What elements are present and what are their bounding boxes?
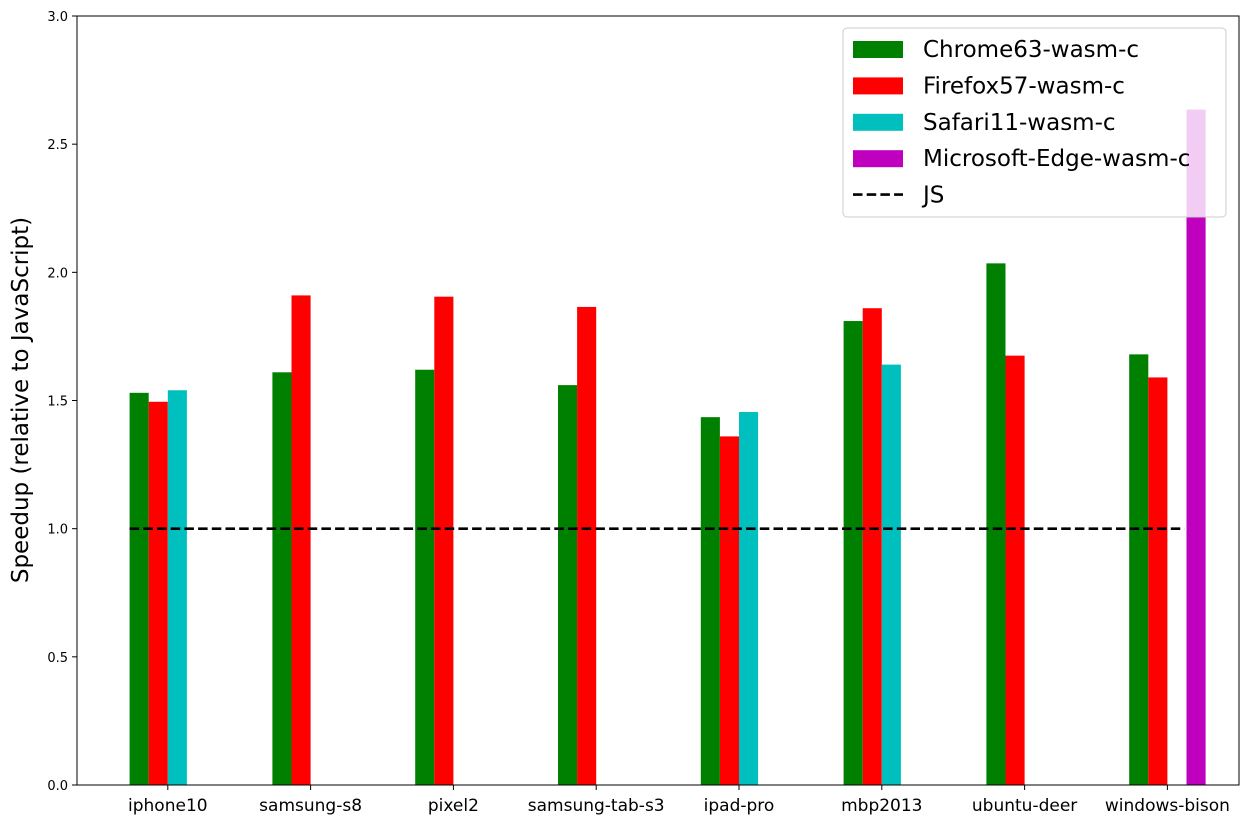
x-tick-label-samsung-tab-s3: samsung-tab-s3: [528, 796, 665, 816]
bar-firefox57-wasm-c-pixel2: [434, 296, 454, 785]
x-tick-label-mbp2013: mbp2013: [841, 796, 922, 816]
x-tick-label-ubuntu-deer: ubuntu-deer: [972, 796, 1077, 816]
bar-safari11-wasm-c-iphone10: [167, 390, 187, 785]
bar-firefox57-wasm-c-iphone10: [148, 401, 168, 785]
y-ticks-layer: 0.0 0.5 1.0 1.5 2.0 2.5 3.0: [47, 10, 77, 794]
bar-safari11-wasm-c-mbp2013: [881, 364, 901, 785]
bar-microsoft-edge-wasm-c-windows-bison: [1186, 109, 1206, 785]
legend: Chrome63-wasm-c Firefox57-wasm-c Safari11-…: [842, 27, 1227, 218]
x-tick-label-pixel2: pixel2: [428, 796, 479, 816]
bars-layer: [129, 109, 1206, 785]
bar-chrome63-wasm-c-windows-bison: [1129, 354, 1149, 785]
x-tick-label-samsung-s8: samsung-s8: [259, 796, 362, 816]
y-tick-label: 2.5: [47, 138, 68, 153]
x-tick-label-ipad-pro: ipad-pro: [704, 796, 775, 816]
bar-firefox57-wasm-c-ubuntu-deer: [1005, 355, 1025, 785]
legend-label-js: JS: [921, 183, 944, 209]
legend-swatch-firefox57-wasm-c: [853, 77, 903, 95]
bar-firefox57-wasm-c-samsung-s8: [291, 295, 311, 785]
y-tick-label: 3.0: [47, 10, 68, 25]
bar-firefox57-wasm-c-samsung-tab-s3: [577, 306, 597, 785]
x-ticks-layer: iphone10 samsung-s8 pixel2 samsung-tab-s3 ip…: [128, 785, 1230, 816]
bar-chrome63-wasm-c-pixel2: [415, 369, 435, 785]
x-tick-label-iphone10: iphone10: [128, 796, 208, 816]
legend-label-firefox57-wasm-c: Firefox57-wasm-c: [923, 73, 1125, 99]
y-tick-label: 2.0: [47, 266, 68, 281]
bar-firefox57-wasm-c-mbp2013: [862, 308, 882, 785]
legend-swatch-microsoft-edge-wasm-c: [853, 150, 903, 168]
legend-label-chrome63-wasm-c: Chrome63-wasm-c: [923, 37, 1139, 63]
legend-label-microsoft-edge-wasm-c: Microsoft-Edge-wasm-c: [923, 146, 1190, 172]
bar-firefox57-wasm-c-ipad-pro: [719, 436, 739, 785]
bar-firefox57-wasm-c-windows-bison: [1148, 377, 1168, 785]
x-tick-label-windows-bison: windows-bison: [1105, 796, 1230, 816]
y-tick-label: 1.5: [47, 395, 68, 410]
legend-swatch-chrome63-wasm-c: [853, 41, 903, 58]
y-axis-label: Speedup (relative to JavaScript): [8, 217, 34, 583]
legend-swatch-safari11-wasm-c: [853, 113, 903, 131]
bar-chrome63-wasm-c-iphone10: [129, 392, 149, 785]
bar-chrome63-wasm-c-samsung-s8: [272, 372, 292, 785]
bar-chrome63-wasm-c-samsung-tab-s3: [558, 385, 578, 785]
y-tick-label: 0.5: [47, 651, 68, 666]
bar-chrome63-wasm-c-ubuntu-deer: [986, 263, 1006, 785]
legend-box: [842, 27, 1227, 218]
y-tick-label: 1.0: [47, 523, 68, 538]
bar-chrome63-wasm-c-mbp2013: [843, 321, 863, 785]
bar-chrome63-wasm-c-ipad-pro: [700, 417, 720, 785]
legend-label-safari11-wasm-c: Safari11-wasm-c: [923, 110, 1116, 136]
bar-safari11-wasm-c-ipad-pro: [739, 412, 759, 785]
y-tick-label: 0.0: [47, 779, 68, 794]
